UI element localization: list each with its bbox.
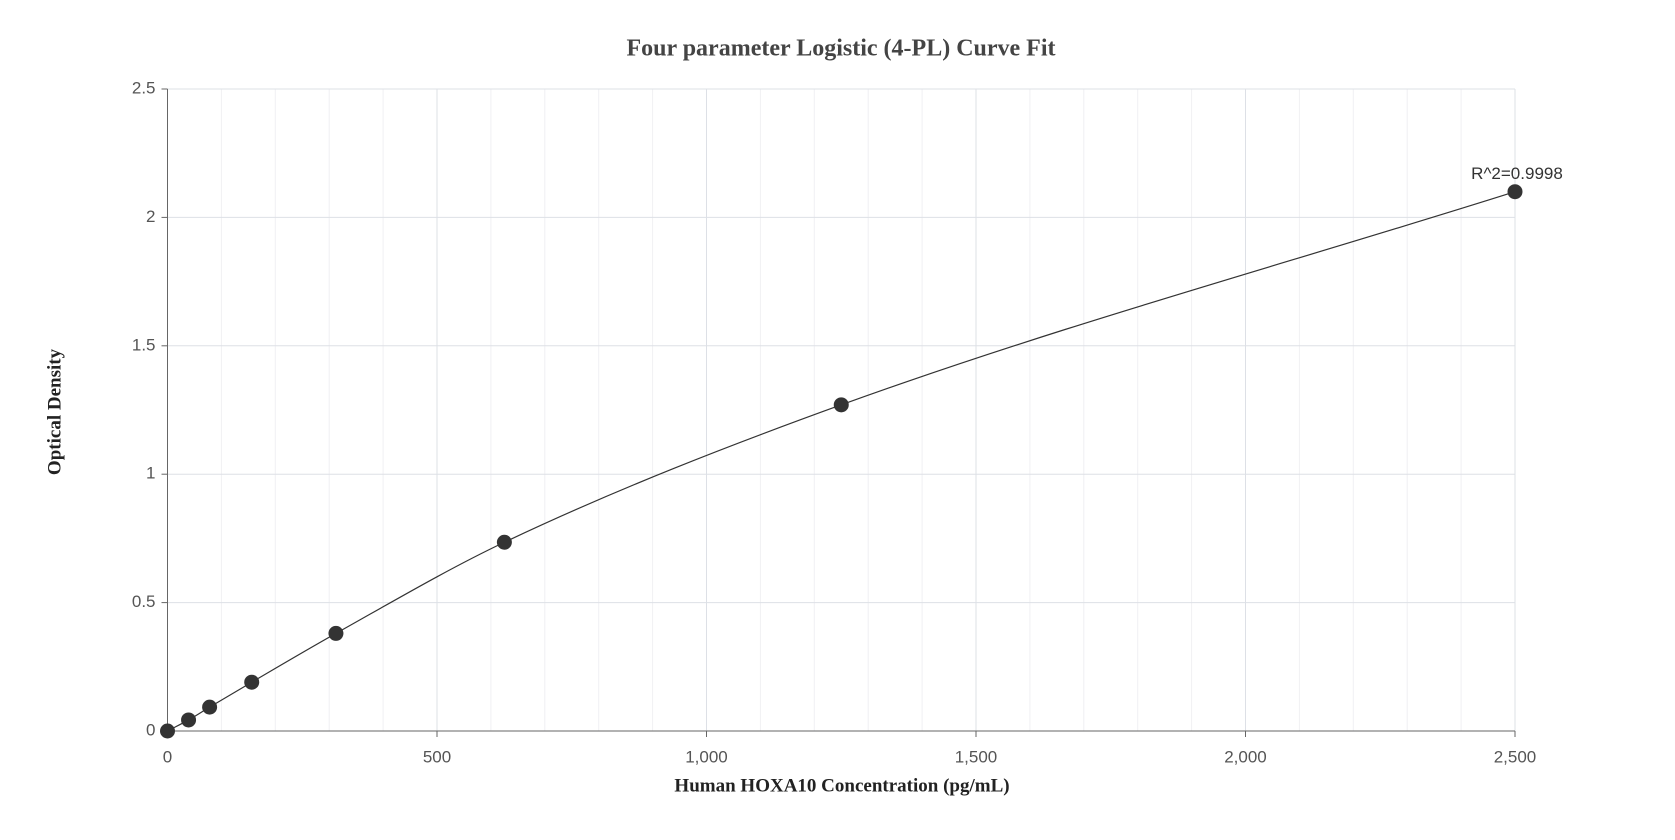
y-tick-label: 2.5	[132, 78, 156, 97]
y-tick-label: 2	[146, 207, 155, 226]
data-point	[833, 397, 849, 413]
data-point	[202, 699, 218, 715]
x-tick-label: 1,000	[685, 747, 728, 766]
y-tick-label: 0	[146, 720, 155, 739]
x-tick-label: 2,000	[1224, 747, 1267, 766]
data-point	[160, 723, 175, 739]
y-tick-label: 1.5	[132, 335, 156, 354]
data-point	[244, 674, 260, 690]
x-tick-label: 0	[163, 747, 172, 766]
x-axis-label: Human HOXA10 Concentration (pg/mL)	[674, 775, 1009, 796]
data-point	[181, 712, 197, 728]
x-tick-label: 500	[423, 747, 451, 766]
x-tick-label: 1,500	[955, 747, 998, 766]
x-tick-label: 2,500	[1494, 747, 1537, 766]
annotation: R^2=0.9998	[1471, 164, 1563, 183]
chart-title: Four parameter Logistic (4-PL) Curve Fit	[626, 36, 1055, 62]
data-point	[1507, 184, 1523, 200]
data-point	[496, 534, 512, 550]
y-tick-label: 0.5	[132, 592, 156, 611]
y-axis-label: Optical Density	[44, 348, 65, 475]
y-tick-label: 1	[146, 464, 155, 483]
fit-curve	[167, 191, 1516, 732]
data-point	[328, 625, 344, 641]
